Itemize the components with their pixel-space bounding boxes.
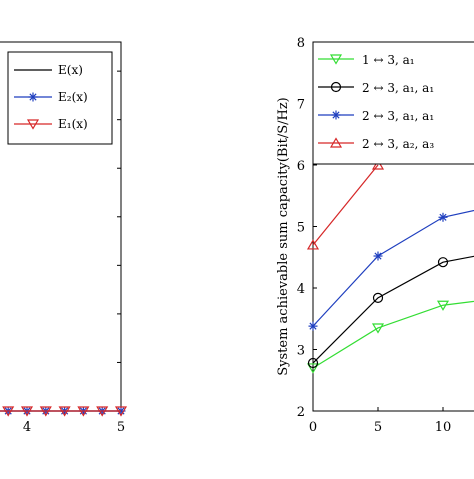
right-y-tick-label: 4 [297,282,305,297]
left-data-point [39,406,52,417]
right-y-axis-title: System achievable sum capacity(Bit/S/Hz) [276,97,291,376]
left-legend-marker-stroke [29,93,37,101]
right-series-line [312,209,474,327]
right-data-point [371,159,385,170]
right-data-point [372,292,384,303]
right-data-point [373,251,383,261]
left-legend-marker [26,119,40,130]
right-data-point [371,323,385,334]
right-legend: 1 ↔ 3, a₁ 2 ↔ 3, a₁, a₁ 2 ↔ 3, a₁, a₁ 2 ↔ 3… [312,41,474,165]
right-legend-label: 2 ↔ 3, a₁, a₁ [362,81,434,95]
left-data-point [77,406,90,417]
right-data-point [306,363,320,374]
right-y-tick-label: 8 [297,36,305,51]
left-legend-marker [28,92,38,102]
left-legend-label: E(x) [58,63,83,77]
right-legend-label: 1 ↔ 3, a₁ [362,53,415,67]
right-legend-marker [330,81,342,93]
right-series-line [312,255,474,364]
right-data-point [308,321,318,331]
right-x-tick-label: 0 [309,420,317,435]
left-data-point [114,406,128,417]
right-y-tick-label: 6 [297,159,305,174]
right-data-point-stroke [374,252,382,260]
right-data-point-stroke [309,322,317,330]
right-data-point [306,239,320,250]
right-legend-marker [329,137,343,148]
right-data-point [437,257,449,268]
left-legend: E(x) E₂(x) E₁(x) [7,51,113,145]
left-data-point [58,406,71,417]
right-data-point [307,357,319,369]
right-legend-label: 2 ↔ 3, a₂, a₃ [362,137,434,151]
left-x-tick-label: 4 [23,420,31,435]
right-y-tick-label: 2 [297,405,305,420]
right-legend-marker [329,54,343,65]
right-x-tick-label: 5 [374,420,382,435]
right-series-line [312,164,379,246]
right-legend-box [312,41,474,165]
right-chart: 2 3 4 5 6 7 8 0 5 10 System achievable sum capacit… [276,36,474,435]
left-chart: 4 5 E(x) E₂(x) E₁(x) [0,41,128,435]
right-y-tick-label: 5 [297,221,305,236]
left-data-point [96,406,109,417]
right-legend-marker [331,110,341,120]
left-legend-label: E₁(x) [58,117,88,131]
right-data-point [438,212,448,222]
right-legend-label: 2 ↔ 3, a₁, a₁ [362,109,434,123]
right-series-line [312,300,474,369]
right-data-point-stroke [439,213,447,221]
right-data-point [436,300,450,311]
right-y-tick-label: 7 [297,98,305,113]
right-legend-marker-stroke [332,111,340,119]
right-y-tick-label: 3 [297,344,305,359]
left-data-point [20,406,34,417]
left-data-point [2,406,15,417]
left-legend-box [7,51,113,145]
right-x-tick-label: 10 [435,420,452,435]
left-x-tick-label: 5 [117,420,125,435]
left-legend-label: E₂(x) [58,90,88,104]
